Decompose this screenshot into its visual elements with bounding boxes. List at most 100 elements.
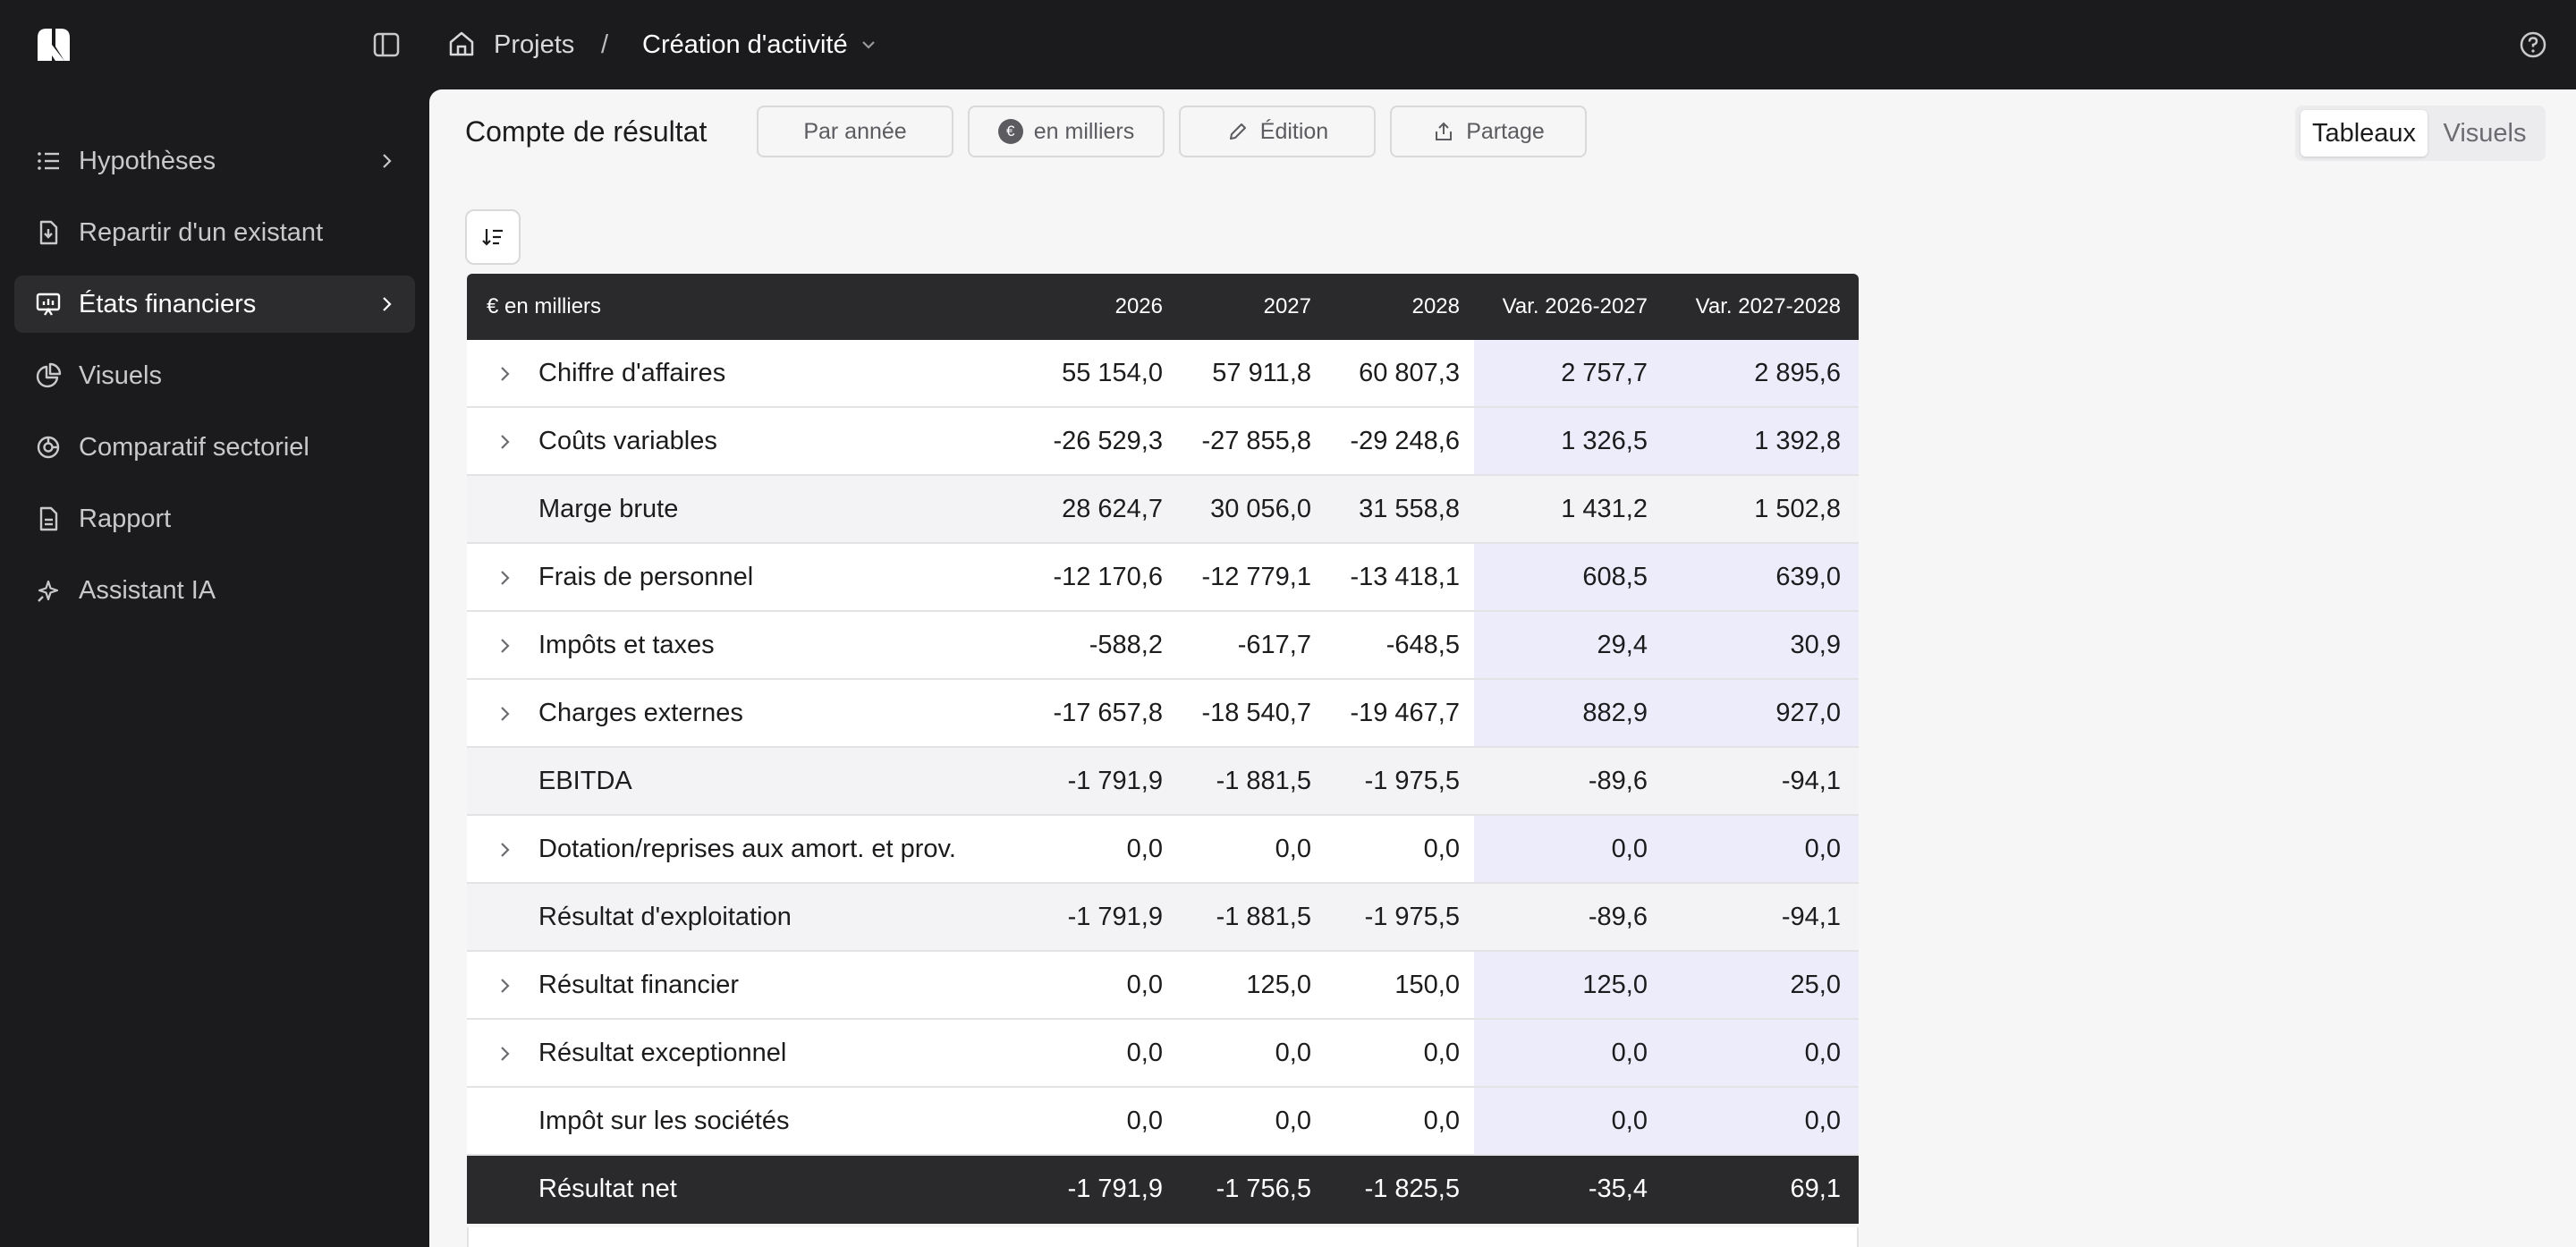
sidebar-item-label: Visuels: [79, 361, 162, 390]
table-row: EBITDA -1 791,9 -1 881,5 -1 975,5 -89,6 -94,1: [467, 748, 1859, 816]
sidebar-item-label: Rapport: [79, 505, 172, 533]
sidebar-item-label: Assistant IA: [79, 576, 216, 605]
table-row[interactable]: Résultat exceptionnel 0,0 0,0 0,0 0,0 0,0: [467, 1020, 1859, 1088]
cell-2028: 60 807,3: [1359, 359, 1460, 387]
row-label: Marge brute: [538, 495, 679, 523]
cell-2026: -17 657,8: [1053, 699, 1163, 727]
sidebar-item-label: Hypothèses: [79, 147, 216, 175]
variance-cell-bg: [1474, 884, 1859, 950]
income-statement-table: € en milliers 2026 2027 2028 Var. 2026-2…: [467, 274, 1859, 1224]
column-header-var-2026-2027: Var. 2026-2027: [1502, 294, 1648, 318]
cell-var-2026-2027: 29,4: [1597, 631, 1648, 659]
cell-2026: 55 154,0: [1062, 359, 1163, 387]
chevron-right-icon[interactable]: [494, 567, 515, 589]
units-button[interactable]: € en milliers: [968, 106, 1165, 157]
cell-2027: 57 911,8: [1212, 359, 1311, 387]
units-label: en milliers: [1033, 118, 1135, 144]
breadcrumb-separator: /: [601, 30, 609, 59]
table-row[interactable]: Frais de personnel -12 170,6 -12 779,1 -13 …: [467, 544, 1859, 612]
share-icon: [1436, 122, 1453, 140]
cell-2028: -1 975,5: [1364, 903, 1460, 931]
period-button[interactable]: Par année: [757, 106, 953, 157]
cell-var-2026-2027: 2 757,7: [1561, 359, 1648, 387]
cell-2028: -19 467,7: [1350, 699, 1460, 727]
table-row[interactable]: Résultat financier 0,0 125,0 150,0 125,0 25,0: [467, 952, 1859, 1020]
variance-cell-bg: [1474, 1156, 1859, 1222]
cell-var-2027-2028: 1 392,8: [1754, 427, 1841, 455]
row-label: Chiffre d'affaires: [538, 359, 726, 387]
period-label: Par année: [803, 118, 907, 144]
cell-2026: -1 791,9: [1067, 1175, 1163, 1203]
row-label: Résultat d'exploitation: [538, 903, 792, 931]
edit-button[interactable]: Édition: [1179, 106, 1376, 157]
chevron-right-icon[interactable]: [494, 703, 515, 725]
app-logo-icon[interactable]: [34, 25, 73, 64]
sidebar-item-etats-financiers[interactable]: États financiers: [14, 276, 415, 333]
chevron-right-icon[interactable]: [494, 363, 515, 385]
table-row: Marge brute 28 624,7 30 056,0 31 558,8 1 431…: [467, 476, 1859, 544]
table-row[interactable]: Dotation/reprises aux amort. et prov. 0,0…: [467, 816, 1859, 884]
table-body: Chiffre d'affaires 55 154,0 57 911,8 60 807…: [467, 340, 1859, 1224]
table-row: Impôt sur les sociétés 0,0 0,0 0,0 0,0 0,0: [467, 1088, 1859, 1156]
cell-2026: -26 529,3: [1053, 427, 1163, 455]
row-label: Résultat financier: [538, 971, 740, 999]
cell-var-2027-2028: 639,0: [1775, 563, 1841, 591]
cell-var-2027-2028: 0,0: [1804, 1039, 1841, 1067]
chevron-right-icon[interactable]: [494, 431, 515, 453]
cell-var-2026-2027: 608,5: [1582, 563, 1648, 591]
chevron-right-icon[interactable]: [494, 839, 515, 861]
row-label: Coûts variables: [538, 427, 717, 455]
cell-var-2027-2028: 25,0: [1790, 971, 1841, 999]
cell-2027: 0,0: [1275, 1039, 1311, 1067]
column-header-units: € en milliers: [487, 294, 602, 318]
cell-var-2027-2028: -94,1: [1781, 903, 1841, 931]
tab-visuels[interactable]: Visuels: [2443, 119, 2527, 148]
row-label: EBITDA: [538, 767, 632, 795]
sidebar-item-assistant-ia[interactable]: Assistant IA: [14, 562, 415, 619]
cell-var-2027-2028: 0,0: [1804, 835, 1841, 863]
variance-cell-bg: [1474, 476, 1859, 542]
sort-button[interactable]: [465, 209, 521, 265]
sidebar: Hypothèses Repartir d'un existant États …: [0, 89, 429, 1247]
cell-2027: -12 779,1: [1201, 563, 1311, 591]
chevron-right-icon[interactable]: [494, 975, 515, 997]
variance-cell-bg: [1474, 408, 1859, 474]
cell-var-2026-2027: 0,0: [1611, 835, 1648, 863]
table-row[interactable]: Charges externes -17 657,8 -18 540,7 -19 46…: [467, 680, 1859, 748]
table-row[interactable]: Coûts variables -26 529,3 -27 855,8 -29 248…: [467, 408, 1859, 476]
cell-2027: -18 540,7: [1201, 699, 1311, 727]
cell-var-2026-2027: -35,4: [1588, 1175, 1648, 1203]
cell-2028: 31 558,8: [1359, 495, 1460, 523]
cell-2028: -1 825,5: [1364, 1175, 1460, 1203]
column-header-var-2027-2028: Var. 2027-2028: [1695, 294, 1841, 318]
sidebar-item-hypotheses[interactable]: Hypothèses: [14, 132, 415, 190]
sidebar-item-repartir[interactable]: Repartir d'un existant: [14, 204, 415, 261]
cell-var-2026-2027: 1 431,2: [1561, 495, 1648, 523]
cell-var-2026-2027: -89,6: [1588, 903, 1648, 931]
tab-tableaux[interactable]: Tableaux: [2301, 110, 2428, 157]
row-label: Impôts et taxes: [538, 631, 715, 659]
variance-cell-bg: [1474, 748, 1859, 814]
sidebar-item-label: États financiers: [79, 290, 257, 318]
table-row[interactable]: Impôts et taxes -588,2 -617,7 -648,5 29,4 30,…: [467, 612, 1859, 680]
home-icon[interactable]: [445, 28, 478, 60]
cell-var-2026-2027: 1 326,5: [1561, 427, 1648, 455]
table-continuation: [467, 1227, 1859, 1247]
breadcrumb-current-label: Création d'activité: [642, 30, 848, 59]
variance-cell-bg: [1474, 340, 1859, 406]
table-row[interactable]: Chiffre d'affaires 55 154,0 57 911,8 60 807…: [467, 340, 1859, 408]
chevron-right-icon[interactable]: [494, 635, 515, 657]
breadcrumb-projects[interactable]: Projets: [494, 30, 575, 59]
sort-icon: [482, 229, 503, 246]
sidebar-item-visuels[interactable]: Visuels: [14, 347, 415, 404]
sidebar-toggle-icon[interactable]: [370, 29, 402, 61]
sidebar-item-comparatif[interactable]: Comparatif sectoriel: [14, 419, 415, 476]
breadcrumb-current-project[interactable]: Création d'activité: [642, 27, 878, 63]
chevron-right-icon[interactable]: [494, 1043, 515, 1065]
top-bar: Projets / Création d'activité: [0, 0, 2576, 89]
share-button[interactable]: Partage: [1390, 106, 1587, 157]
cell-var-2027-2028: -94,1: [1781, 767, 1841, 795]
donut-chart-icon: [37, 436, 60, 459]
help-icon[interactable]: [2517, 29, 2549, 61]
sidebar-item-rapport[interactable]: Rapport: [14, 490, 415, 547]
